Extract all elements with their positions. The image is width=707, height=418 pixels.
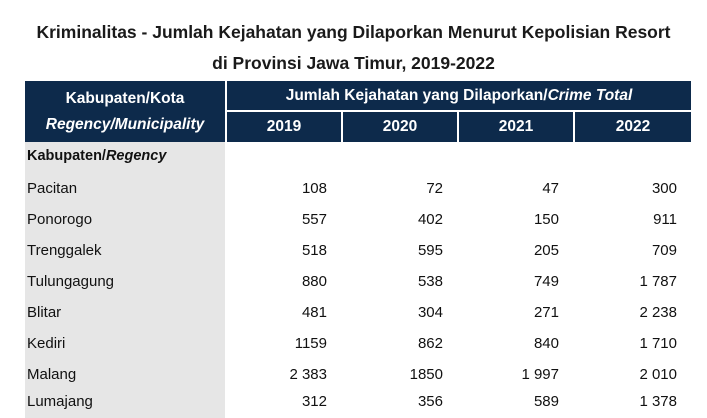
section-label-id: Kabupaten/ — [27, 148, 106, 164]
cell-2019: 557 — [301, 211, 327, 228]
region-column-background — [25, 142, 225, 418]
section-label: Kabupaten/Regency — [27, 148, 166, 164]
column-group-header: Jumlah Kejahatan yang Dilaporkan/Crime T… — [227, 81, 691, 110]
row-name: Pacitan — [27, 180, 78, 197]
cell-2021: 271 — [533, 304, 559, 321]
table-row: Blitar 481 304 271 2 238 — [0, 298, 707, 329]
row-name: Ponorogo — [27, 211, 93, 228]
cell-2020: 72 — [426, 180, 443, 197]
cell-2020: 538 — [417, 273, 443, 290]
table-row: Tulungagung 880 538 749 1 787 — [0, 267, 707, 298]
table-row: Malang 2 383 1850 1 997 2 010 — [0, 360, 707, 391]
row-name: Lumajang — [27, 393, 93, 410]
table-row: Pacitan 108 72 47 300 — [0, 174, 707, 205]
cell-2020: 304 — [417, 304, 443, 321]
column-header-region-en: Regency/Municipality — [45, 115, 205, 133]
column-header-region: Kabupaten/Kota Regency/Municipality — [25, 81, 225, 142]
cell-2020: 356 — [417, 393, 443, 410]
cell-2020: 1850 — [409, 366, 443, 383]
row-name: Blitar — [27, 304, 62, 321]
cell-2020: 402 — [417, 211, 443, 228]
cell-2022: 2 238 — [639, 304, 677, 321]
row-name: Kediri — [27, 335, 66, 352]
cell-2021: 749 — [533, 273, 559, 290]
cell-2022: 1 378 — [639, 393, 677, 410]
cell-2019: 1159 — [294, 335, 327, 352]
cell-2019: 312 — [301, 393, 327, 410]
row-name: Malang — [27, 366, 77, 383]
year-header-2019: 2019 — [227, 112, 341, 142]
row-name: Tulungagung — [27, 273, 115, 290]
cell-2022: 709 — [651, 242, 677, 259]
cell-2022: 1 787 — [639, 273, 677, 290]
year-header-2022: 2022 — [575, 112, 691, 142]
table-row: Kediri 1159 862 840 1 710 — [0, 329, 707, 360]
cell-2021: 150 — [533, 211, 559, 228]
group-header-id: Jumlah Kejahatan yang Dilaporkan/ — [285, 86, 548, 104]
group-header-en: Crime Total — [547, 86, 633, 104]
page-subtitle: di Provinsi Jawa Timur, 2019-2022 — [212, 53, 495, 73]
cell-2022: 300 — [651, 180, 677, 197]
cell-2019: 880 — [301, 273, 327, 290]
cell-2021: 589 — [533, 393, 559, 410]
cell-2021: 47 — [542, 180, 559, 197]
table-row: Ponorogo 557 402 150 911 — [0, 205, 707, 236]
cell-2022: 1 710 — [639, 335, 677, 352]
cell-2019: 518 — [301, 242, 327, 259]
cell-2021: 205 — [533, 242, 559, 259]
page-title: Kriminalitas - Jumlah Kejahatan yang Dil… — [36, 22, 671, 42]
table-row: Trenggalek 518 595 205 709 — [0, 236, 707, 267]
year-header-2021: 2021 — [459, 112, 573, 142]
cell-2021: 1 997 — [521, 366, 559, 383]
cell-2019: 108 — [301, 180, 327, 197]
cell-2020: 595 — [417, 242, 443, 259]
section-label-en: Regency — [105, 148, 167, 164]
column-header-region-id: Kabupaten/Kota — [65, 89, 185, 107]
cell-2020: 862 — [417, 335, 443, 352]
cell-2022: 911 — [653, 211, 677, 228]
cell-2022: 2 010 — [639, 366, 677, 383]
cell-2019: 481 — [301, 304, 327, 321]
table-row: Lumajang 312 356 589 1 378 — [0, 387, 707, 418]
year-header-2020: 2020 — [343, 112, 457, 142]
cell-2021: 840 — [533, 335, 559, 352]
cell-2019: 2 383 — [289, 366, 327, 383]
row-name: Trenggalek — [27, 242, 102, 259]
